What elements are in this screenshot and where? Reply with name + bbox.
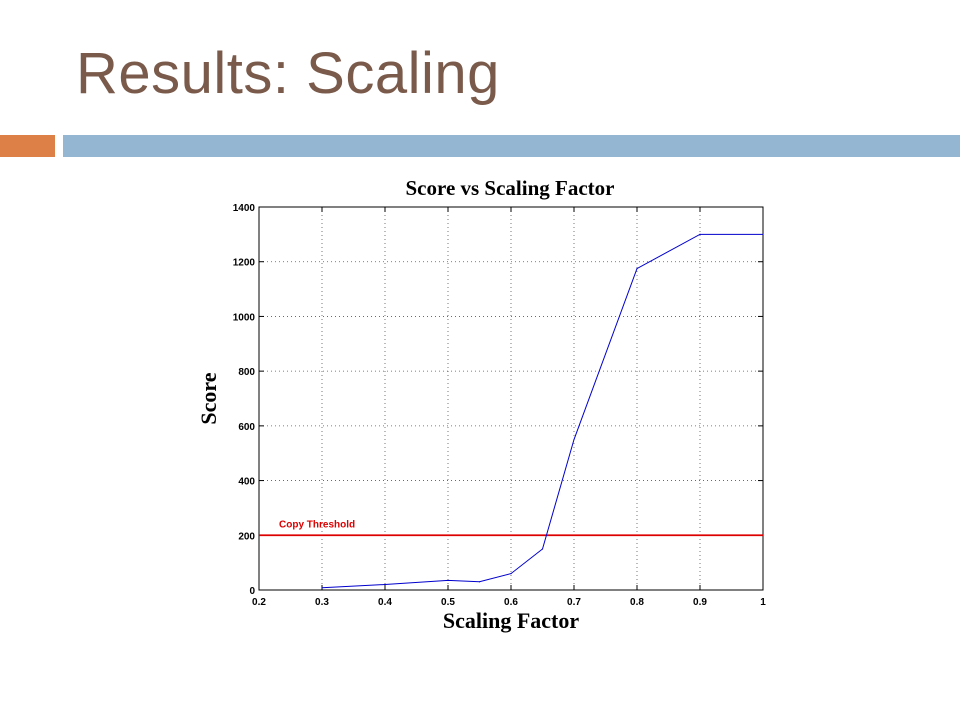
x-tick-label: 0.6: [504, 597, 518, 608]
y-tick-label: 400: [238, 477, 255, 488]
plot-background: [259, 207, 763, 590]
y-axis-label: Score: [196, 372, 221, 424]
score-vs-scaling-chart: Score vs Scaling Factor 0.2 0.3 0.4 0.5 0.6 0…: [196, 176, 766, 633]
x-tick-label: 0.2: [252, 597, 266, 608]
threshold-group: Copy Threshold: [259, 519, 763, 537]
x-tick-label: 0.8: [630, 597, 644, 608]
series-point: [510, 572, 512, 575]
y-tick-label: 1400: [233, 203, 256, 214]
chart-series: [321, 233, 764, 589]
x-tick-label: 0.4: [378, 597, 392, 608]
series-point: [541, 548, 544, 550]
series-point: [573, 438, 575, 441]
x-tick-label: 0.5: [441, 597, 455, 608]
y-tick-label: 0: [249, 586, 255, 597]
series-point: [321, 587, 323, 589]
slide-title: Results: Scaling: [76, 41, 500, 106]
series-point: [762, 233, 764, 235]
series-point: [636, 267, 638, 270]
series-line: [321, 233, 763, 589]
series-point: [699, 233, 701, 235]
chart-grid: [259, 207, 763, 590]
accent-bar-blue: [63, 135, 960, 157]
y-tick-label: 800: [238, 367, 255, 378]
threshold-label: Copy Threshold: [279, 519, 355, 530]
chart-ticks: 0.2 0.3 0.4 0.5 0.6 0.7 0.8 0.9 1 0 200 400 600 800 10…: [233, 203, 766, 608]
y-tick-label: 1000: [233, 312, 256, 323]
x-axis-label: Scaling Factor: [443, 608, 579, 633]
series-point: [384, 583, 386, 586]
y-tick-label: 600: [238, 422, 255, 433]
x-tick-label: 1: [760, 597, 766, 608]
series-point: [447, 579, 449, 582]
y-tick-label: 200: [238, 531, 255, 542]
series-point: [478, 581, 481, 583]
chart-title: Score vs Scaling Factor: [406, 176, 615, 200]
x-tick-label: 0.3: [315, 597, 329, 608]
y-tick-label: 1200: [233, 258, 256, 269]
x-tick-label: 0.9: [693, 597, 707, 608]
accent-bar-orange: [0, 135, 55, 157]
x-tick-label: 0.7: [567, 597, 581, 608]
